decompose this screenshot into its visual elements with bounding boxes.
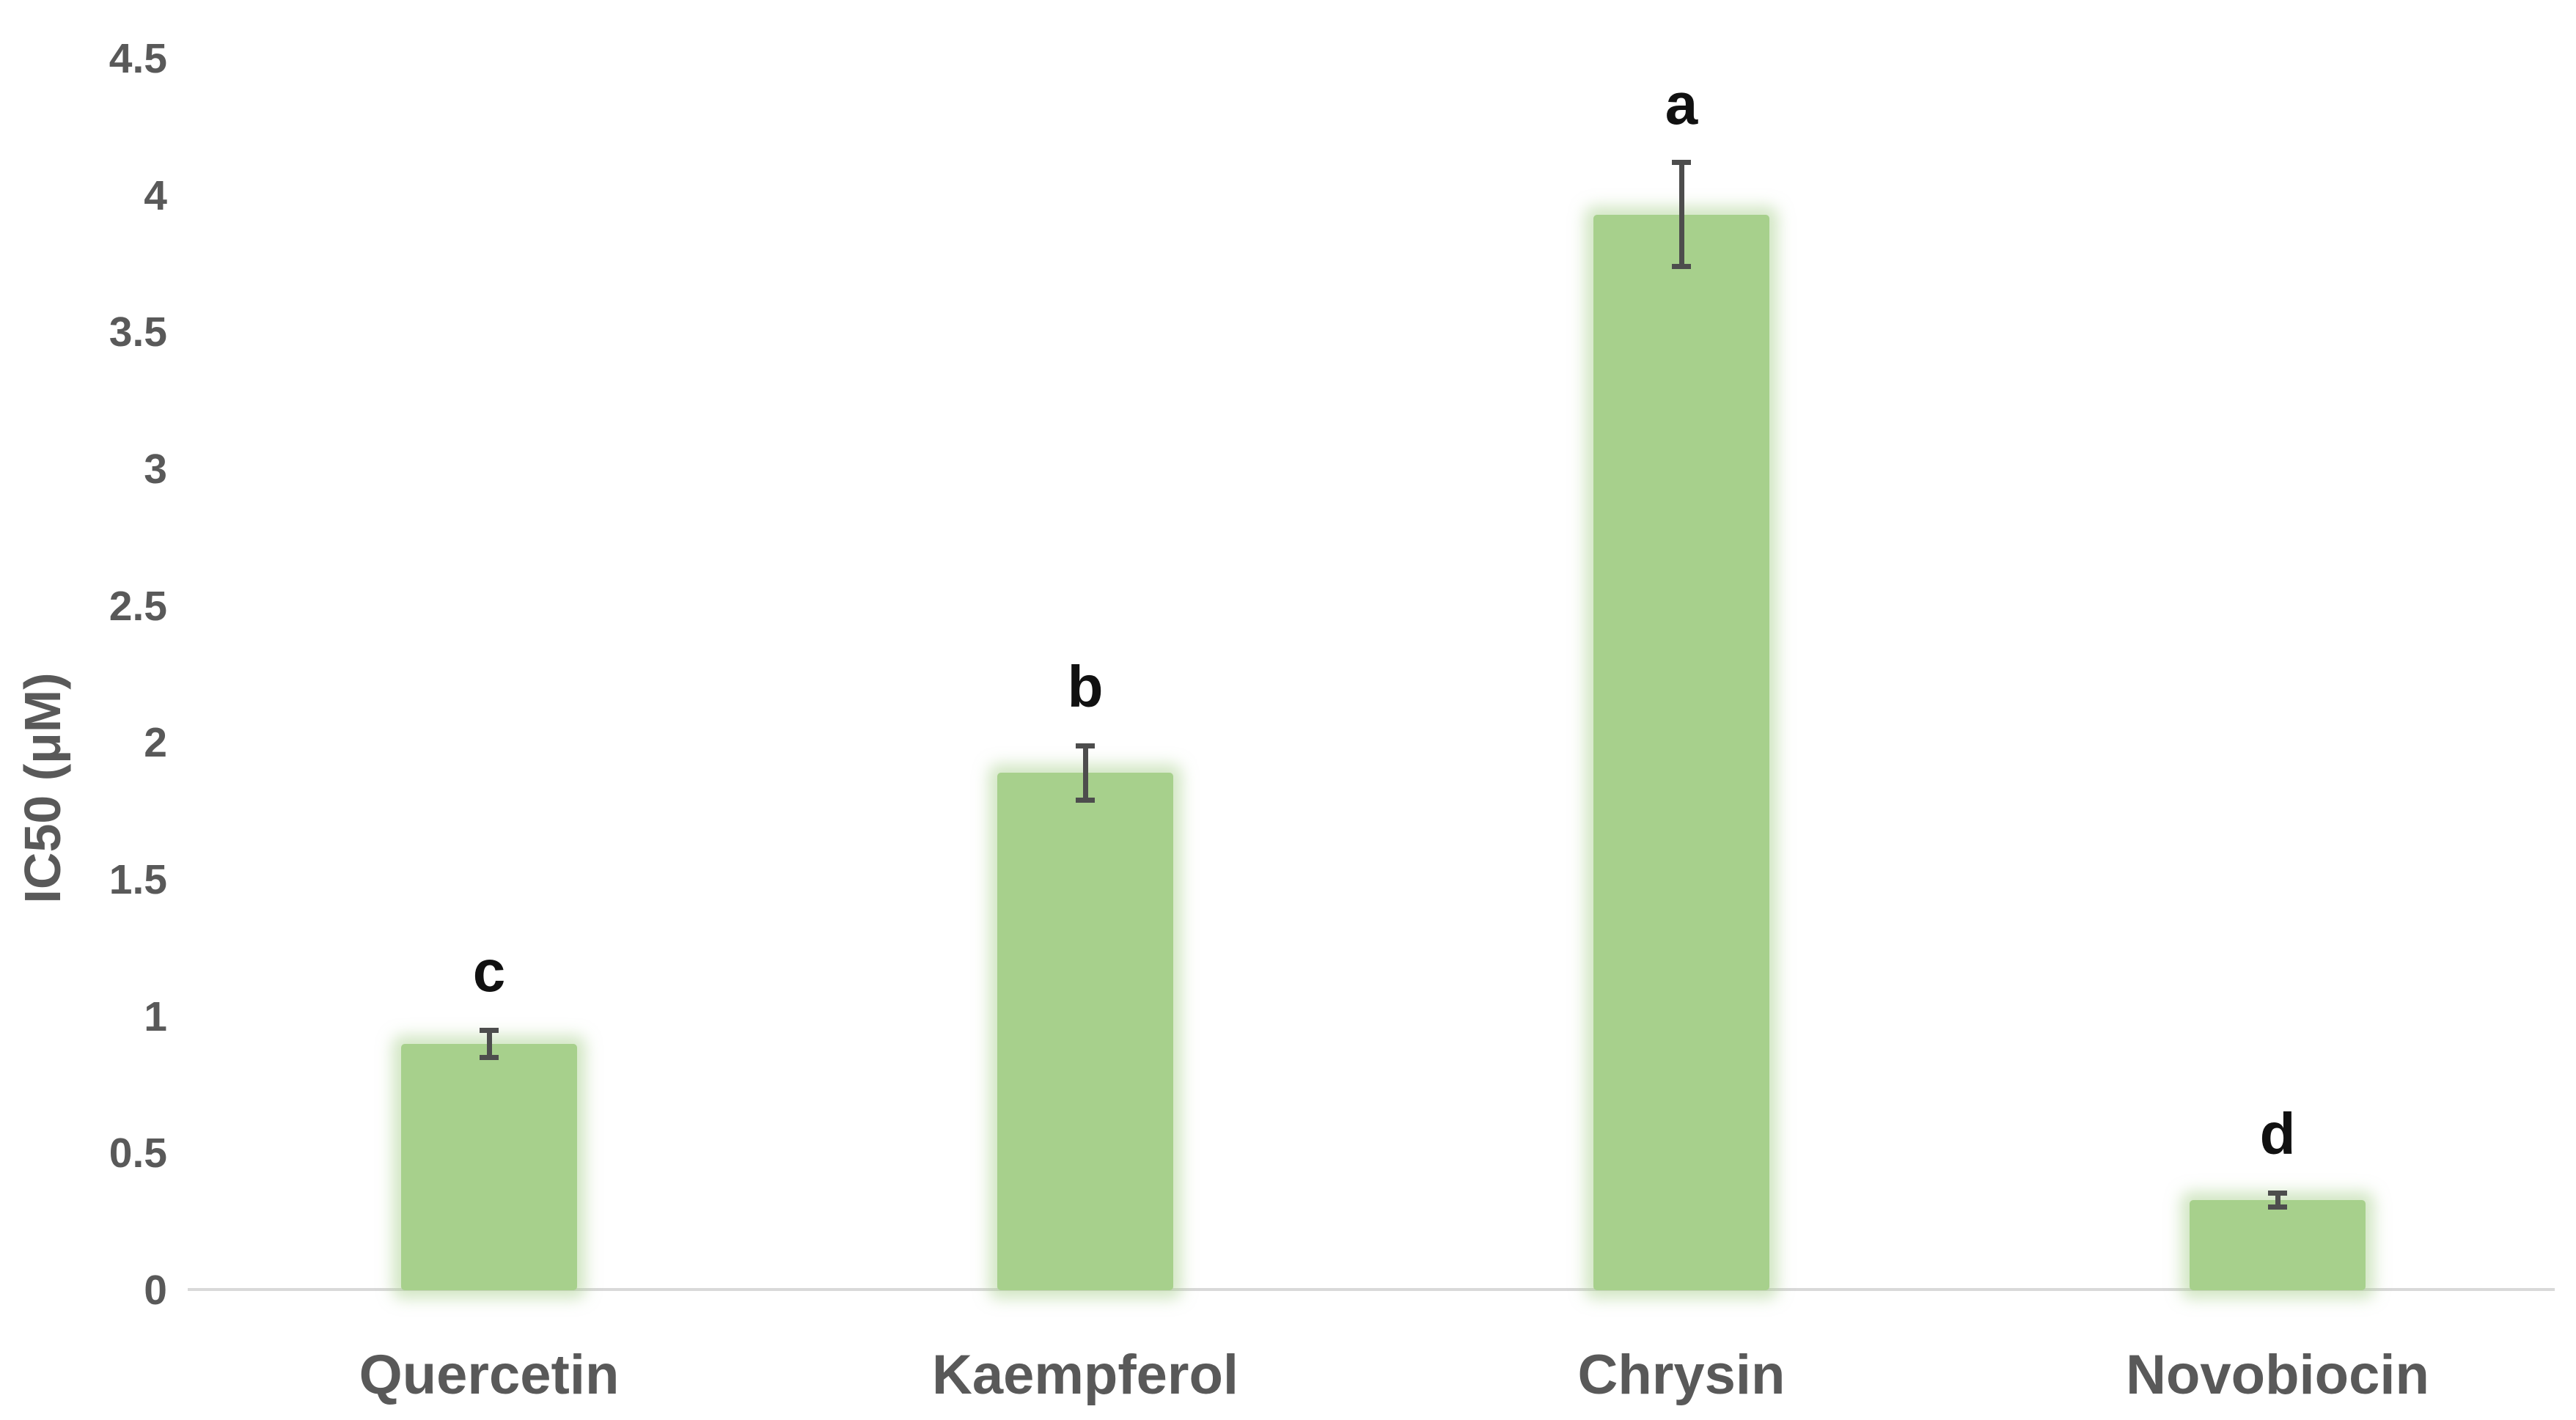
x-axis-label-novobiocin: Novobiocin bbox=[2126, 1344, 2429, 1406]
error-bar-top-cap-chrysin bbox=[1672, 160, 1691, 166]
significance-letter-kaempferol: b bbox=[1067, 654, 1104, 720]
y-tick-label-4: 4 bbox=[144, 172, 167, 219]
significance-letter-chrysin: a bbox=[1665, 70, 1698, 136]
error-bar-top-cap-quercetin bbox=[480, 1027, 499, 1033]
significance-letter-novobiocin: d bbox=[2259, 1101, 2296, 1167]
y-tick-label-3.5: 3.5 bbox=[109, 309, 167, 356]
y-tick-label-0.5: 0.5 bbox=[109, 1130, 167, 1177]
x-axis-line bbox=[188, 1288, 2555, 1291]
x-axis-label-chrysin: Chrysin bbox=[1577, 1344, 1786, 1406]
error-bar-kaempferol bbox=[1082, 746, 1088, 801]
error-bar-bottom-cap-kaempferol bbox=[1076, 798, 1095, 803]
error-bar-top-cap-novobiocin bbox=[2268, 1190, 2287, 1196]
error-bar-quercetin bbox=[486, 1030, 492, 1058]
error-bar-bottom-cap-chrysin bbox=[1672, 264, 1691, 270]
bar-quercetin bbox=[401, 1044, 577, 1290]
error-bar-chrysin bbox=[1678, 162, 1684, 267]
y-tick-label-3: 3 bbox=[144, 446, 167, 493]
x-axis-label-quercetin: Quercetin bbox=[359, 1344, 620, 1406]
y-tick-label-4.5: 4.5 bbox=[109, 35, 167, 82]
y-tick-label-2: 2 bbox=[144, 719, 167, 767]
y-tick-label-1.5: 1.5 bbox=[109, 856, 167, 903]
bar-kaempferol bbox=[997, 773, 1173, 1290]
error-bar-bottom-cap-novobiocin bbox=[2268, 1204, 2287, 1210]
error-bar-top-cap-kaempferol bbox=[1076, 743, 1095, 748]
y-tick-label-0: 0 bbox=[144, 1267, 167, 1314]
x-axis-label-kaempferol: Kaempferol bbox=[931, 1344, 1239, 1406]
error-bar-novobiocin bbox=[2275, 1193, 2280, 1207]
error-bar-bottom-cap-quercetin bbox=[480, 1055, 499, 1061]
y-tick-label-2.5: 2.5 bbox=[109, 582, 167, 630]
bar-chrysin bbox=[1593, 214, 1769, 1290]
significance-letter-quercetin: c bbox=[472, 938, 506, 1004]
y-tick-label-1: 1 bbox=[144, 993, 167, 1040]
bar-novobiocin bbox=[2190, 1199, 2366, 1290]
